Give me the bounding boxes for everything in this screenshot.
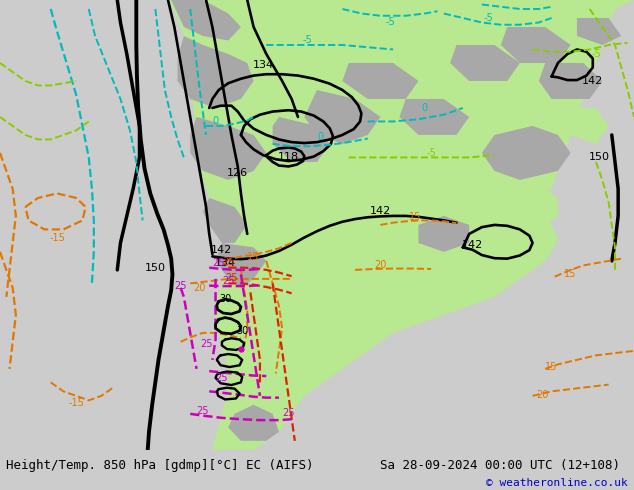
Text: 25: 25: [222, 276, 235, 286]
Polygon shape: [203, 198, 247, 243]
Polygon shape: [168, 0, 634, 450]
Polygon shape: [190, 117, 266, 180]
Polygon shape: [501, 27, 571, 63]
Polygon shape: [178, 36, 254, 108]
Text: -5: -5: [302, 35, 313, 46]
Text: 30: 30: [236, 326, 249, 336]
Text: 25: 25: [282, 408, 295, 418]
Text: 150: 150: [145, 263, 166, 272]
Text: 30: 30: [219, 294, 232, 304]
Text: 25: 25: [174, 281, 187, 291]
Text: 15: 15: [247, 252, 260, 262]
Polygon shape: [399, 99, 469, 135]
Text: 118: 118: [278, 151, 299, 162]
Text: 0: 0: [422, 103, 428, 113]
Polygon shape: [482, 126, 571, 180]
Text: 20: 20: [536, 390, 548, 400]
Text: 20: 20: [193, 283, 206, 293]
Polygon shape: [342, 63, 418, 99]
Text: -5: -5: [385, 18, 395, 27]
Polygon shape: [171, 0, 241, 41]
Text: 142: 142: [211, 245, 233, 255]
Text: 0: 0: [317, 132, 323, 142]
Polygon shape: [273, 117, 330, 162]
Text: 20: 20: [374, 260, 387, 270]
Text: 25: 25: [197, 406, 209, 416]
Text: 15: 15: [545, 362, 558, 371]
Text: -5: -5: [483, 13, 493, 23]
Text: 126: 126: [227, 168, 249, 178]
Text: 15: 15: [409, 212, 422, 222]
Text: Sa 28-09-2024 00:00 UTC (12+108): Sa 28-09-2024 00:00 UTC (12+108): [380, 459, 621, 471]
Text: 0: 0: [212, 117, 219, 126]
Polygon shape: [228, 405, 279, 441]
Text: 25: 25: [200, 339, 212, 349]
Polygon shape: [450, 45, 520, 81]
Text: 134: 134: [252, 60, 274, 70]
Text: -15: -15: [49, 233, 65, 244]
Polygon shape: [577, 18, 621, 45]
Text: 25: 25: [216, 373, 228, 383]
Polygon shape: [520, 189, 558, 225]
Polygon shape: [571, 108, 609, 144]
Text: -15: -15: [68, 397, 84, 408]
Text: 142: 142: [370, 206, 391, 217]
Text: Height/Temp. 850 hPa [gdmp][°C] EC (AIFS): Height/Temp. 850 hPa [gdmp][°C] EC (AIFS…: [6, 459, 314, 471]
Polygon shape: [216, 243, 266, 288]
Text: 25: 25: [225, 273, 238, 283]
Text: 134: 134: [214, 258, 236, 268]
Text: -5: -5: [426, 148, 436, 158]
Text: 150: 150: [588, 152, 610, 163]
Polygon shape: [304, 90, 380, 144]
Text: 15: 15: [564, 270, 577, 279]
Text: -5: -5: [591, 49, 601, 59]
Text: 142: 142: [582, 76, 604, 86]
Text: 25: 25: [212, 258, 225, 268]
Polygon shape: [539, 63, 602, 99]
Text: © weatheronline.co.uk: © weatheronline.co.uk: [486, 478, 628, 488]
Polygon shape: [342, 144, 444, 198]
Text: 142: 142: [462, 240, 483, 250]
Text: 25: 25: [222, 257, 235, 267]
Polygon shape: [418, 216, 469, 252]
